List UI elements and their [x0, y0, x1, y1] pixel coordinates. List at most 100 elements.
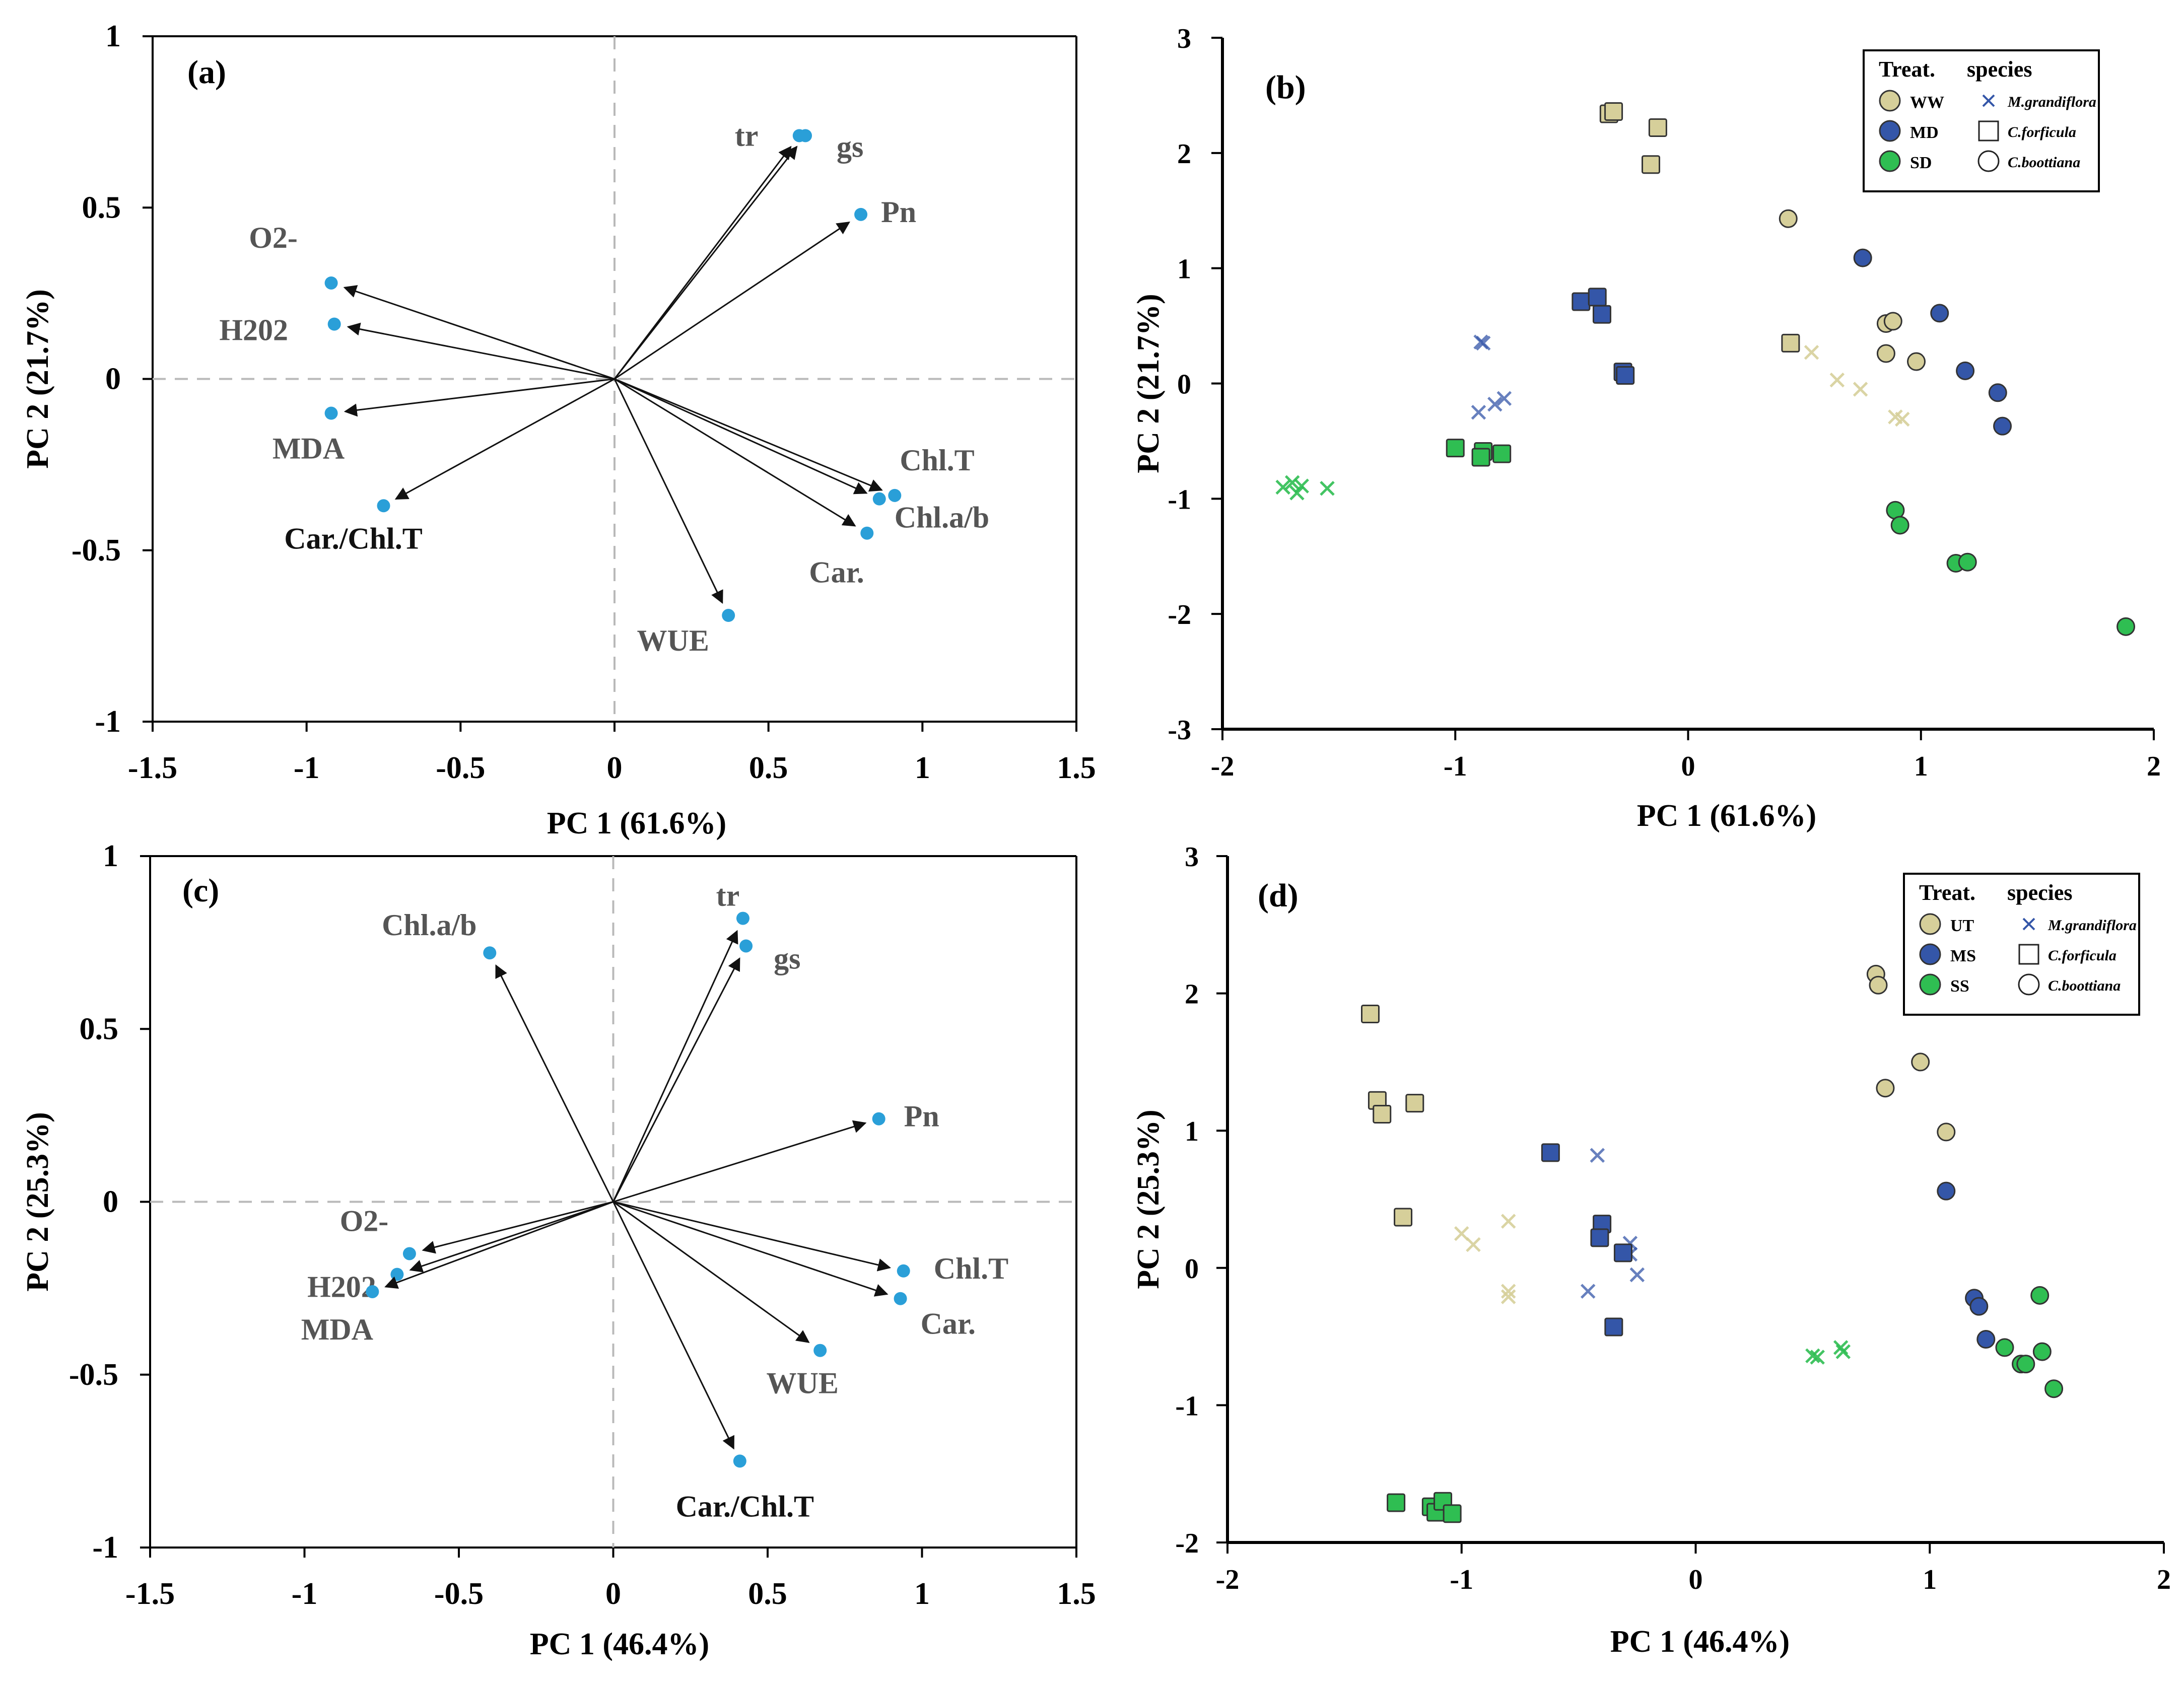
data-point-square — [1394, 1208, 1413, 1227]
legend-species-label: C.forficula — [2008, 124, 2076, 140]
data-point-x — [1487, 396, 1503, 412]
data-point-square — [1405, 1094, 1424, 1113]
loading-arrow-Car./Chl.T — [612, 1201, 734, 1450]
data-point-circle — [1930, 304, 1949, 323]
loading-arrow-Car./Chl.T — [394, 378, 615, 500]
y-tick-label: 0 — [105, 362, 121, 396]
loading-label: Car. — [809, 556, 864, 589]
loading-point — [739, 939, 753, 953]
x-tick-label: 1 — [915, 751, 930, 785]
loading-point — [736, 911, 749, 925]
y-tick-label: 3 — [1177, 23, 1191, 54]
data-point-x — [1320, 480, 1335, 496]
x-tick-label: 0.5 — [748, 1577, 787, 1611]
x-tick-label: 1 — [914, 1577, 930, 1611]
y-tick-label: 0 — [103, 1185, 118, 1219]
data-point-x — [1895, 411, 1910, 427]
loading-label: gs — [837, 130, 863, 163]
data-point-x — [1580, 1284, 1596, 1299]
loading-point — [366, 1285, 379, 1298]
x-tick-label: -0.5 — [436, 751, 485, 785]
panel-d: -2 -1 0 1 2 -2 -1 0 1 2 3 PC 1 (46.4%) PC 2 (25.3%) (… — [1131, 841, 2171, 1659]
loading-label: O2- — [340, 1204, 389, 1237]
loading-arrow-gs — [613, 146, 798, 380]
legend-species-square-icon — [1978, 120, 1999, 142]
legend-treat-swatch — [1919, 913, 1941, 935]
loading-arrow-Car. — [614, 378, 856, 527]
loading-label: tr — [735, 119, 759, 152]
data-point-x — [1454, 1226, 1469, 1241]
x-tick-label: -1 — [1450, 1564, 1473, 1595]
data-point-square — [1492, 444, 1512, 463]
y-tick-label: -1 — [92, 1530, 118, 1565]
data-point-square — [1541, 1143, 1560, 1162]
y-tick-label: 1 — [1185, 1116, 1199, 1147]
loading-label: Car./Chl.T — [676, 1490, 814, 1523]
loading-label: Car./Chl.T — [284, 522, 423, 555]
panel-title: (b) — [1265, 69, 1306, 106]
x-tick-label: 0 — [605, 1577, 621, 1611]
legend-treat-swatch — [1879, 120, 1901, 142]
loading-point — [897, 1264, 910, 1278]
y-axis-label: PC 2 (21.7%) — [1131, 294, 1166, 473]
data-point-circle — [1779, 209, 1798, 228]
y-tick-label: -3 — [1168, 715, 1191, 746]
legend-treat-swatch — [1919, 943, 1941, 965]
data-point-circle — [1956, 361, 1975, 380]
x-tick-label: 0 — [1689, 1564, 1703, 1595]
panel-title: (a) — [187, 54, 226, 91]
x-tick-label: 2 — [2147, 751, 2161, 782]
x-tick-label: 1.5 — [1057, 751, 1096, 785]
loading-label: WUE — [767, 1367, 839, 1400]
loading-arrow-WUE — [613, 378, 723, 604]
y-tick-label: 1 — [105, 19, 121, 53]
panel-b: -2 -1 0 1 2 -3 -2 -1 0 1 2 3 PC 1 (61.6%) PC 2 (21.7%… — [1131, 23, 2161, 833]
data-point-x — [1805, 1348, 1820, 1364]
x-tick-label: -0.5 — [434, 1577, 484, 1611]
data-point-square — [1443, 1504, 1462, 1523]
legend-species-circle-icon — [2018, 973, 2040, 996]
y-tick-label: -2 — [1168, 599, 1191, 630]
x-tick-label: 0 — [1681, 751, 1695, 782]
loading-arrow-Car. — [613, 1201, 889, 1297]
loading-point — [327, 317, 341, 331]
data-point-x — [1810, 1350, 1825, 1365]
legend-species-title: species — [2007, 880, 2073, 905]
loading-label: Chl.T — [900, 444, 974, 477]
data-point-circle — [1890, 516, 1909, 535]
y-axis-label: PC 2 (25.3%) — [1131, 1109, 1166, 1289]
data-point-circle — [1958, 552, 1977, 572]
loading-arrow-Chl.a/b — [614, 378, 868, 495]
y-tick-label: 2 — [1185, 979, 1199, 1010]
data-point-circle — [1883, 312, 1902, 331]
x-tick-label: 0 — [607, 751, 623, 785]
x-axis-label: PC 1 (61.6%) — [1637, 799, 1816, 833]
data-point-square — [1446, 439, 1465, 458]
loading-point — [854, 207, 868, 221]
data-point-x — [1496, 391, 1512, 406]
loading-point — [872, 1112, 885, 1126]
data-point-x — [1275, 479, 1290, 495]
data-point-x — [1835, 1344, 1851, 1359]
y-axis-label: PC 2 (21.7%) — [21, 289, 55, 468]
x-tick-label: -2 — [1211, 751, 1235, 782]
data-point-x — [1471, 404, 1486, 420]
loading-arrow-MDA — [384, 1201, 614, 1289]
legend-species-x-icon — [2022, 918, 2035, 931]
legend-species-title: species — [1967, 57, 2032, 82]
loading-arrow-Pn — [614, 221, 850, 380]
loading-point — [733, 1454, 746, 1468]
loading-label: gs — [774, 942, 800, 975]
data-point-square — [1387, 1493, 1406, 1512]
y-tick-label: -2 — [1175, 1528, 1199, 1559]
loading-point — [402, 1247, 416, 1260]
loading-point — [390, 1268, 404, 1281]
data-point-circle — [2044, 1379, 2064, 1398]
y-tick-label: 0.5 — [80, 1012, 119, 1046]
loading-label: H202 — [219, 314, 288, 347]
panel-title: (c) — [182, 872, 219, 909]
legend-species-label: C.boottiana — [2008, 154, 2080, 171]
